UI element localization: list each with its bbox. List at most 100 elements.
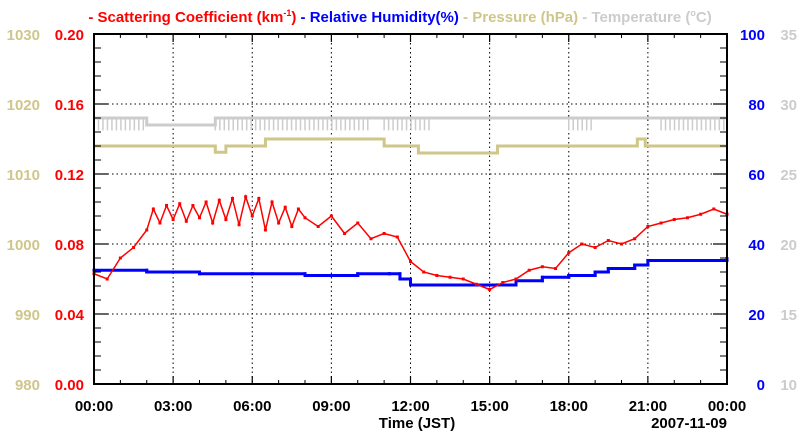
scattering-coefficient-point [171,218,175,221]
scattering-coefficient-point [382,232,386,235]
scattering-coefficient-point [151,207,155,211]
scattering-coefficient-point [230,197,234,200]
scattering-coefficient-point [204,200,208,204]
scattering-coefficient-point [554,267,558,270]
relative-humidity-point [606,270,610,274]
humidity-tick-label: 20 [748,307,765,324]
scattering-coefficient-point [395,235,399,239]
humidity-tick-label: 0 [757,377,765,394]
x-tick-label: 03:00 [154,398,192,415]
scattering-coefficient-point [270,200,274,204]
scattering-tick-label: 0.12 [55,167,84,184]
relative-humidity-point [145,268,149,272]
scattering-tick-label: 0.16 [55,97,84,114]
x-tick-label: 21:00 [629,398,667,415]
x-tick-label: 06:00 [233,398,271,415]
scattering-coefficient-point [343,232,347,235]
relative-humidity-point [567,275,571,279]
scattering-coefficient-point [540,265,544,269]
relative-humidity-line [94,258,729,287]
scattering-coefficient-point [606,239,610,242]
scattering-coefficient-point [263,228,267,232]
scattering-coefficient-point [329,214,333,218]
humidity-tick-label: 80 [748,97,765,114]
scattering-coefficient-point [488,288,492,291]
axis-ticks: 00:00 03:00 06:00 09:00 12:00 15:00 18:00 21:00… [7,27,797,415]
humidity-tick-label: 40 [748,237,765,254]
scattering-coefficient-point [567,251,571,255]
relative-humidity-point [398,277,402,281]
scattering-coefficient-point [165,204,169,207]
scattering-coefficient-point [527,268,531,272]
pressure-tick-label: 1020 [7,97,40,114]
scattering-coefficient-point [237,223,241,227]
scattering-coefficient-point [244,195,248,199]
scattering-coefficient-point [501,281,505,284]
pressure-tick-label: 1000 [7,237,40,254]
legend-tail-3: C) [696,9,712,26]
temperature-tick-label: 35 [780,27,797,44]
pressure-tick-label: 980 [15,377,40,394]
scattering-coefficient-point [290,225,294,228]
relative-humidity-point [250,272,254,276]
legend-tail-0: ) [291,9,296,26]
scattering-coefficient-point [685,216,689,220]
scattering-coefficient-point [316,225,320,228]
scattering-coefficient-point [198,216,201,220]
humidity-tick-label: 100 [740,27,765,44]
scattering-coefficient-point [184,219,188,223]
scattering-tick-label: 0.20 [55,27,84,44]
x-tick-label: 12:00 [391,398,429,415]
pressure-line [94,137,727,155]
pressure-tick-label: 990 [15,307,40,324]
relative-humidity-point [356,274,360,277]
temperature-tick-label: 20 [780,237,797,254]
legend-entry-2: - Pressure (hPa) [459,9,578,26]
relative-humidity-point [387,272,391,276]
scattering-coefficient-point [118,256,122,260]
scattering-coefficient-point [672,218,676,221]
x-tick-label: 00:00 [708,398,746,415]
scattering-coefficient-point [580,242,584,246]
temperature-tick-label: 30 [780,97,797,114]
x-tick-label: 15:00 [470,398,508,415]
series-layer [92,116,729,291]
relative-humidity-point [646,258,650,262]
relative-humidity-point [540,275,544,279]
relative-humidity-point [540,279,544,283]
scattering-tick-label: 0.08 [55,237,84,254]
scattering-coefficient-point [620,242,623,246]
relative-humidity-point [198,272,201,276]
scattering-coefficient-point [250,214,254,218]
relative-humidity-point [303,274,307,277]
legend-entry-0: - Scattering Coefficient (km [88,9,283,26]
temperature-tick-label: 25 [780,167,797,184]
relative-humidity-point [409,283,412,287]
scattering-coefficient-point [474,282,478,286]
relative-humidity-point [646,263,650,267]
temperature-tick-label: 10 [780,377,797,394]
relative-humidity-point [633,263,637,267]
scattering-coefficient-point [699,212,703,216]
scattering-coefficient-point [409,260,412,263]
relative-humidity-point [398,272,402,276]
pressure-tick-label: 1010 [7,167,40,184]
grid [94,34,727,384]
relative-humidity-point [356,272,360,276]
scattering-coefficient-point [593,246,597,249]
scattering-coefficient-point [633,237,637,241]
scattering-tick-label: 0.00 [55,377,84,394]
scattering-coefficient-point [659,221,663,225]
scattering-coefficient-point [296,207,300,211]
chart-title-legend: - Scattering Coefficient (km-1) - Relati… [88,8,711,26]
legend-entry-1: - Relative Humidity(%) [296,9,459,26]
scattering-coefficient-point [461,277,465,281]
relative-humidity-point [567,274,571,277]
relative-humidity-point [409,277,412,281]
scattering-coefficient-point [303,216,307,220]
scattering-coefficient-point [158,221,162,225]
scattering-coefficient-point [448,275,452,279]
legend-sup-3: o [690,8,696,18]
